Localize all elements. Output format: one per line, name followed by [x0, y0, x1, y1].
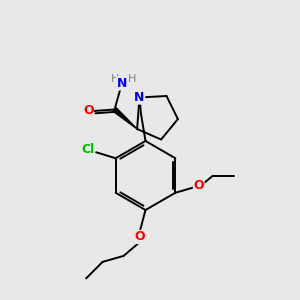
Text: Cl: Cl	[81, 143, 94, 156]
Polygon shape	[113, 108, 137, 129]
Text: O: O	[134, 230, 145, 244]
Text: H: H	[128, 74, 136, 85]
Text: N: N	[134, 91, 145, 104]
Text: N: N	[117, 77, 127, 90]
Text: O: O	[194, 179, 204, 192]
Text: O: O	[83, 104, 94, 118]
Text: H: H	[111, 74, 119, 85]
